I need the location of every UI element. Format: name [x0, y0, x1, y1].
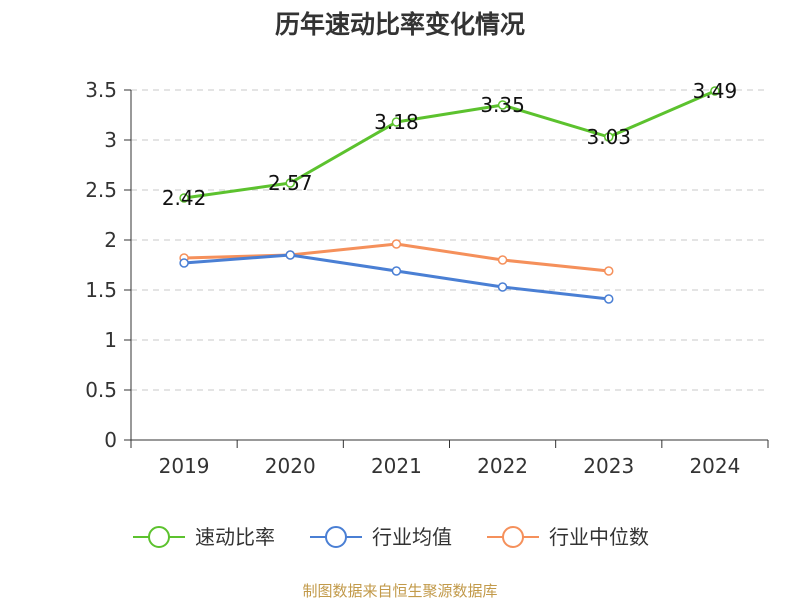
- x-tick-label: 2021: [371, 454, 422, 478]
- axes: 0 0.5 1 1.5 2 2.5 3 3.5 2019 2020 2021 2022 2023 2024: [85, 78, 769, 478]
- data-label: 3.49: [693, 79, 738, 103]
- y-tick-label: 1.5: [85, 278, 117, 302]
- y-tick-label: 2: [104, 228, 117, 252]
- x-tick-label: 2020: [265, 454, 316, 478]
- data-label: 3.03: [586, 125, 631, 149]
- data-point: [285, 178, 295, 188]
- legend-item[interactable]: 行业均值: [310, 525, 452, 549]
- data-point: [604, 294, 614, 304]
- legend-item[interactable]: 行业中位数: [487, 525, 649, 549]
- data-label: 3.18: [374, 110, 419, 134]
- data-point: [391, 266, 402, 276]
- chart-title: 历年速动比率变化情况: [275, 10, 525, 39]
- data-point: [285, 250, 295, 260]
- series-line: [183, 253, 609, 301]
- legend-label: 行业中位数: [549, 525, 649, 549]
- data-point: [710, 86, 720, 96]
- source-note: 制图数据来自恒生聚源数据库: [302, 582, 497, 600]
- legend-marker: [502, 526, 524, 548]
- data-point: [604, 132, 614, 142]
- legend-label: 行业均值: [372, 525, 452, 549]
- data-point: [497, 255, 508, 265]
- data-point: [497, 100, 508, 110]
- data-point: [497, 282, 508, 292]
- x-tick-label: 2019: [159, 454, 210, 478]
- data-point: [391, 239, 402, 249]
- legend-marker: [325, 526, 347, 548]
- legend-marker: [148, 526, 170, 548]
- y-tick-label: 0.5: [85, 378, 117, 402]
- y-tick-label: 0: [104, 428, 117, 452]
- grid-lines: [131, 89, 768, 391]
- data-label: 2.57: [268, 171, 313, 195]
- y-tick-label: 2.5: [85, 178, 117, 202]
- legend-label: 速动比率: [195, 525, 275, 549]
- data-label: 2.42: [162, 186, 207, 210]
- y-tick-label: 3: [104, 128, 117, 152]
- data-point: [604, 266, 614, 276]
- data-point: [179, 258, 189, 268]
- data-point: [179, 193, 189, 203]
- data-labels: 2.42 2.57 3.18 3.35 3.03 3.49: [162, 79, 737, 210]
- legend-item[interactable]: 速动比率: [133, 525, 275, 549]
- y-tick-label: 1: [104, 328, 117, 352]
- x-tick-label: 2022: [477, 454, 528, 478]
- x-tick-label: 2023: [583, 454, 634, 478]
- series-line: [183, 89, 716, 200]
- x-tick-label: 2024: [689, 454, 740, 478]
- legend[interactable]: 速动比率 行业均值 行业中位数: [133, 525, 649, 549]
- series-layer: [179, 86, 720, 304]
- data-point: [391, 117, 402, 127]
- y-tick-label: 3.5: [85, 78, 117, 102]
- data-label: 3.35: [480, 93, 525, 117]
